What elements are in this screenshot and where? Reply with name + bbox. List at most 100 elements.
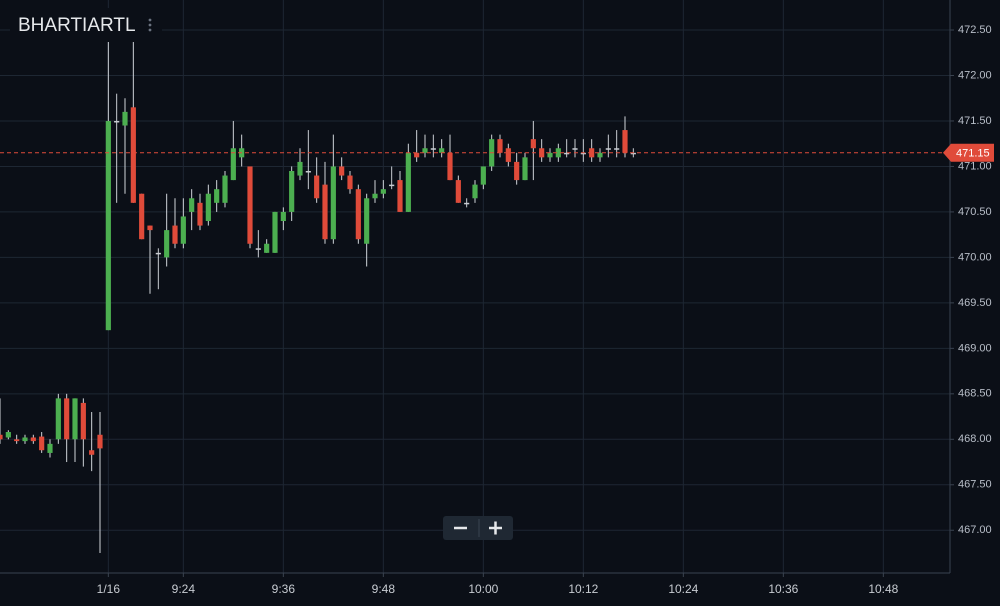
- menu-icon[interactable]: [148, 18, 152, 32]
- y-tick-label: 470.50: [958, 206, 992, 218]
- candle: [572, 139, 578, 158]
- candle: [280, 207, 286, 231]
- candle-body: [605, 148, 611, 150]
- zoom-in-button[interactable]: [489, 521, 502, 535]
- candle: [189, 189, 195, 231]
- candle: [430, 134, 436, 158]
- y-tick-label: 471.50: [958, 115, 992, 127]
- x-tick-label: 9:36: [272, 582, 296, 596]
- candle: [264, 239, 270, 253]
- candle: [39, 432, 45, 453]
- candle-body: [630, 152, 636, 155]
- candle: [22, 434, 28, 444]
- candle-body: [64, 398, 70, 440]
- candle: [130, 39, 136, 203]
- candle: [147, 225, 153, 294]
- candle-body: [164, 230, 170, 258]
- candle-body: [172, 225, 178, 244]
- candle-body: [147, 225, 153, 231]
- x-tick-label: 10:36: [768, 582, 798, 596]
- candle-body: [364, 198, 370, 244]
- candle-body: [297, 161, 303, 176]
- candle-body: [380, 189, 386, 194]
- candle: [522, 152, 528, 181]
- candle: [5, 430, 11, 440]
- candle-body: [72, 398, 78, 440]
- candle-body: [397, 180, 403, 212]
- candle: [347, 170, 353, 194]
- candle-body: [555, 148, 561, 158]
- candle: [339, 157, 345, 181]
- candle: [439, 139, 445, 158]
- candle: [447, 134, 453, 181]
- candle: [422, 134, 428, 158]
- candle-body: [130, 107, 136, 203]
- candle-body: [30, 437, 36, 442]
- candle-body: [472, 184, 478, 199]
- candle-body: [439, 148, 445, 153]
- candle-body: [97, 434, 103, 449]
- candle: [30, 434, 36, 444]
- candle: [205, 184, 211, 226]
- candle: [497, 134, 503, 158]
- candle-body: [514, 161, 520, 181]
- candle-body: [530, 139, 536, 149]
- grid: [0, 0, 950, 573]
- candle: [230, 120, 236, 181]
- candle-body: [5, 432, 11, 438]
- candle-body: [572, 148, 578, 150]
- candle: [564, 139, 570, 158]
- candle: [297, 148, 303, 181]
- candles: [0, 39, 636, 553]
- candle-body: [272, 211, 278, 253]
- candle-body: [547, 152, 553, 158]
- y-tick-label: 469.00: [958, 342, 992, 354]
- candle: [272, 211, 278, 253]
- candle: [114, 93, 120, 203]
- candle: [372, 180, 378, 203]
- candle: [472, 180, 478, 203]
- candle: [222, 170, 228, 208]
- candle: [455, 175, 461, 203]
- candle: [247, 166, 253, 249]
- x-tick-label: 9:48: [372, 582, 396, 596]
- candle: [289, 166, 295, 222]
- candle: [414, 130, 420, 162]
- candle: [464, 198, 470, 208]
- candle: [155, 248, 161, 290]
- candle-body: [89, 450, 95, 455]
- candle-body: [372, 193, 378, 199]
- x-tick-label: 10:48: [868, 582, 898, 596]
- candle-body: [280, 211, 286, 222]
- candle: [405, 143, 411, 212]
- last-price-tag: [943, 143, 994, 162]
- candle: [47, 439, 53, 458]
- candle: [197, 193, 203, 231]
- candle-body: [564, 152, 570, 155]
- candle-body: [55, 398, 61, 440]
- candle-body: [80, 402, 86, 440]
- x-tick-label: 9:24: [172, 582, 196, 596]
- candle: [580, 139, 586, 162]
- candle-body: [405, 152, 411, 212]
- candle-body: [155, 252, 161, 255]
- candle: [214, 180, 220, 212]
- candle-body: [122, 111, 128, 126]
- candle: [514, 152, 520, 185]
- candle: [14, 434, 20, 444]
- candle-body: [114, 120, 120, 123]
- candle: [547, 148, 553, 162]
- candle-body: [339, 166, 345, 176]
- x-tick-label: 10:12: [568, 582, 598, 596]
- candle: [530, 120, 536, 181]
- candle: [355, 184, 361, 244]
- candle-body: [22, 437, 28, 442]
- y-tick-label: 468.50: [958, 388, 992, 400]
- candle-body: [480, 166, 486, 185]
- candle: [322, 161, 328, 244]
- candle-body: [180, 216, 186, 244]
- candle-body: [105, 120, 111, 331]
- y-tick-label: 472.50: [958, 24, 992, 36]
- y-tick-label: 468.00: [958, 433, 992, 445]
